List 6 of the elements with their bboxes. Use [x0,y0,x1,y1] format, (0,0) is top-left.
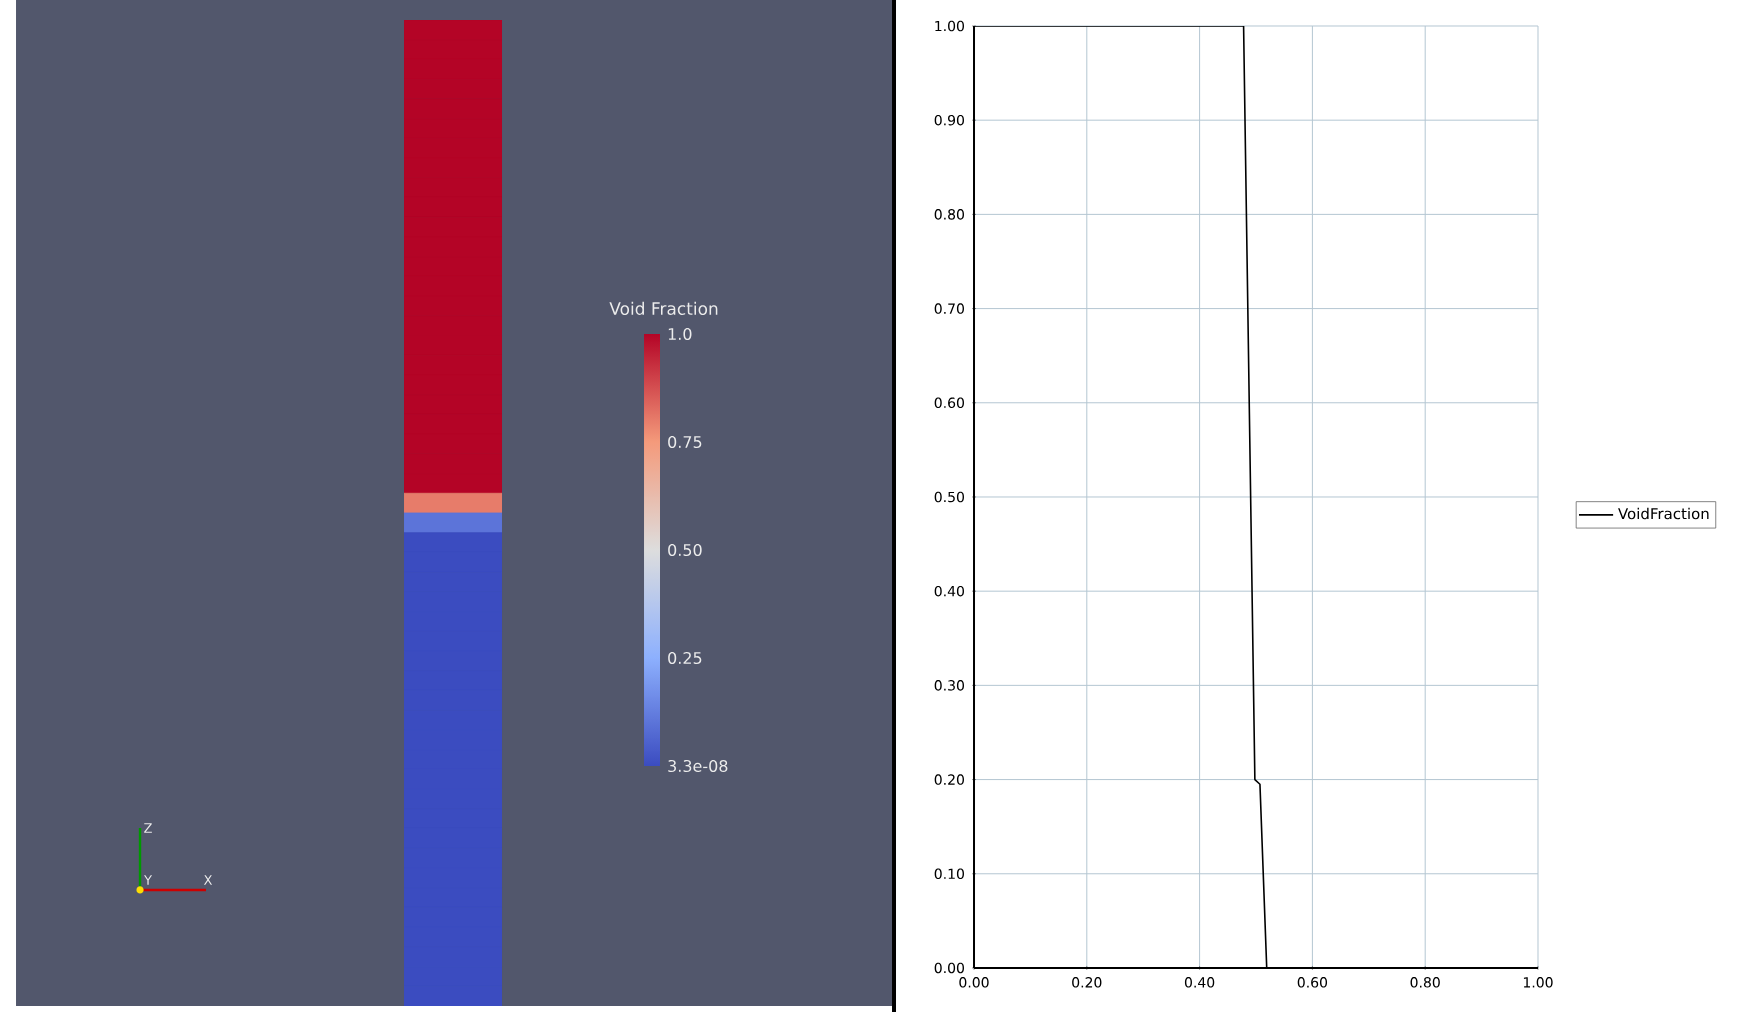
color-bar-label: 0.75 [668,435,702,449]
color-bar-label: 0.25 [668,651,702,665]
color-bar-title: Void Fraction [609,301,718,315]
color-bar-label: 1.0 [668,327,692,341]
color-bar-label: 3.3e-08 [668,759,728,773]
color-bar-label: 0.50 [668,543,702,557]
